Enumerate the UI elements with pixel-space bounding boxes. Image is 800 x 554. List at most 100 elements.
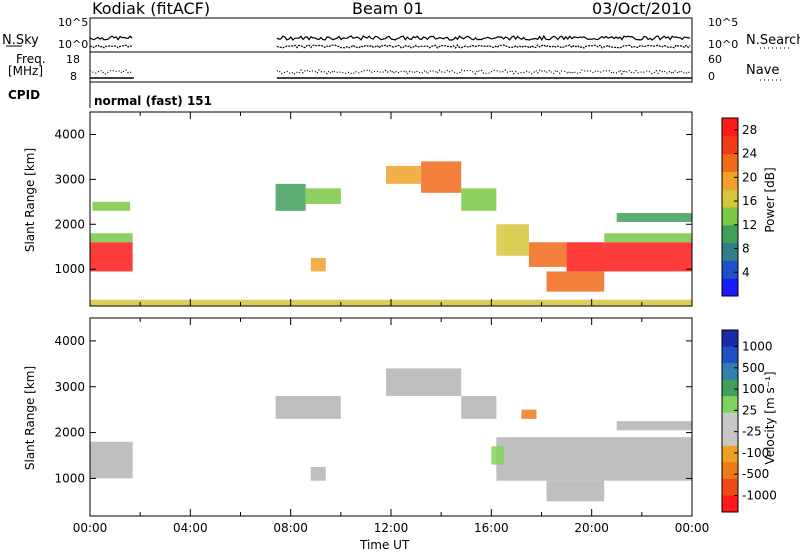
power-colorbar-band bbox=[722, 189, 738, 208]
power-scatter-region bbox=[604, 233, 692, 243]
date-title: 03/Oct/2010 bbox=[592, 0, 692, 18]
velocity-scatter-region bbox=[385, 368, 462, 396]
nave-tick: 0 bbox=[708, 70, 715, 83]
power-scatter-region bbox=[385, 165, 422, 184]
power-colorbar-tick-label: 24 bbox=[742, 147, 757, 161]
noise-right-tick: 10^5 bbox=[708, 16, 739, 29]
power-colorbar-tick-label: 28 bbox=[742, 123, 757, 137]
y-tick-label: 4000 bbox=[54, 334, 85, 348]
power-scatter-region bbox=[461, 188, 497, 211]
velocity-colorbar-tick-label: 500 bbox=[742, 361, 765, 375]
beam-title: Beam 01 bbox=[352, 0, 424, 18]
velocity-colorbar-tick-label: -1000 bbox=[742, 488, 777, 502]
velocity-colorbar-band bbox=[722, 445, 738, 463]
power-colorbar-band bbox=[722, 260, 738, 279]
power-scatter-region bbox=[566, 242, 692, 272]
nave-label: Nave bbox=[746, 63, 780, 78]
velocity-colorbar-band bbox=[722, 462, 738, 480]
power-colorbar-band bbox=[722, 135, 738, 155]
freq-tick: 18 bbox=[66, 53, 80, 66]
velocity-scatter-region bbox=[546, 480, 605, 502]
velocity-colorbar-band bbox=[722, 363, 738, 381]
nsky-trace bbox=[89, 35, 133, 41]
velocity-scatter-region bbox=[616, 421, 692, 431]
power-colorbar-band bbox=[722, 224, 738, 244]
velocity-colorbar-tick-label: 1000 bbox=[742, 340, 773, 354]
freq-label: Freq. bbox=[16, 52, 46, 66]
y-tick-label: 4000 bbox=[54, 127, 85, 141]
velocity-colorbar-band bbox=[722, 346, 738, 364]
nave-trace bbox=[89, 69, 133, 75]
nsearch-trace bbox=[276, 43, 691, 49]
power-colorbar-band bbox=[722, 171, 738, 190]
velocity-scatter-region bbox=[491, 446, 504, 465]
velocity-scatter-region bbox=[521, 409, 537, 419]
velocity-colorbar-band bbox=[722, 478, 738, 496]
x-axis-label: Time UT bbox=[360, 538, 410, 552]
x-tick-label: 12:00 bbox=[374, 521, 409, 535]
velocity-colorbar-band bbox=[722, 379, 738, 397]
velocity-colorbar-band bbox=[722, 396, 738, 414]
x-tick-label: 04:00 bbox=[173, 521, 208, 535]
y-tick-label: 3000 bbox=[54, 380, 85, 394]
velocity-colorbar-tick-label: -100 bbox=[742, 446, 769, 460]
velocity-colorbar-tick-label: -25 bbox=[742, 425, 762, 439]
noise-left-tick: 10^0 bbox=[58, 38, 89, 51]
power-colorbar-tick-label: 8 bbox=[742, 242, 750, 256]
power-colorbar-tick-label: 20 bbox=[742, 170, 757, 184]
power-scatter-region bbox=[421, 161, 462, 193]
x-tick-label: 20:00 bbox=[574, 521, 609, 535]
power-scatter-region bbox=[305, 188, 341, 205]
freq-tick: 8 bbox=[70, 70, 77, 83]
y-tick-label: 3000 bbox=[54, 172, 85, 186]
velocity-scatter-region bbox=[310, 466, 326, 481]
cpid-label: CPID bbox=[8, 88, 41, 102]
power-colorbar-band bbox=[722, 278, 738, 297]
velocity-colorbar-band bbox=[722, 495, 738, 513]
x-tick-label: 00:00 bbox=[675, 521, 710, 535]
velocity-colorbar-tick-label: 100 bbox=[742, 382, 765, 396]
velocity-colorbar-tick-label: -500 bbox=[742, 467, 769, 481]
power-colorbar-band bbox=[722, 207, 738, 226]
velocity-scatter-region bbox=[90, 441, 133, 479]
velocity-scatter-region bbox=[496, 437, 692, 481]
freq-unit-label: [MHz] bbox=[8, 64, 44, 78]
y-tick-label: 2000 bbox=[54, 217, 85, 231]
velocity-scatter-region bbox=[275, 395, 341, 419]
velocity-colorbar-band bbox=[722, 412, 738, 430]
power-scatter-region bbox=[528, 242, 567, 267]
y-tick-label: 2000 bbox=[54, 426, 85, 440]
nave-tick: 60 bbox=[708, 53, 722, 66]
power-colorbar-band bbox=[722, 153, 738, 172]
nave-trace bbox=[276, 68, 691, 76]
nsky-trace bbox=[276, 34, 691, 42]
power-scatter-region bbox=[546, 271, 605, 292]
power-colorbar-frame bbox=[721, 117, 739, 297]
power-scatter-region bbox=[90, 233, 133, 243]
power-scatter-region bbox=[92, 201, 131, 211]
cpid-text: normal (fast) 151 bbox=[94, 94, 212, 108]
noise-left-tick: 10^5 bbox=[58, 16, 89, 29]
y-tick-label: 1000 bbox=[54, 262, 85, 276]
power-colorbar-band bbox=[722, 118, 738, 137]
nsky-label: N.Sky bbox=[2, 33, 39, 48]
velocity-colorbar-band bbox=[722, 429, 738, 447]
y-tick-label: 1000 bbox=[54, 471, 85, 485]
freq-panel-frame bbox=[89, 51, 693, 83]
power-scatter-region bbox=[496, 224, 529, 256]
power-colorbar-tick-label: 4 bbox=[742, 265, 750, 279]
velocity-scatter-region bbox=[461, 395, 497, 419]
power-scatter-region bbox=[275, 183, 306, 211]
power-colorbar-tick-label: 12 bbox=[742, 218, 757, 232]
x-tick-label: 08:00 bbox=[273, 521, 308, 535]
power-colorbar-tick-label: 16 bbox=[742, 194, 757, 208]
noise-right-tick: 10^0 bbox=[708, 38, 739, 51]
nsearch-trace bbox=[89, 44, 133, 49]
velocity-colorbar-tick-label: 25 bbox=[742, 403, 757, 417]
power-scatter-region bbox=[616, 213, 692, 223]
velocity-colorbar-band bbox=[722, 330, 738, 348]
power-scatter-region bbox=[310, 257, 326, 272]
station-title: Kodiak (fitACF) bbox=[92, 0, 211, 18]
power-colorbar-band bbox=[722, 242, 738, 261]
